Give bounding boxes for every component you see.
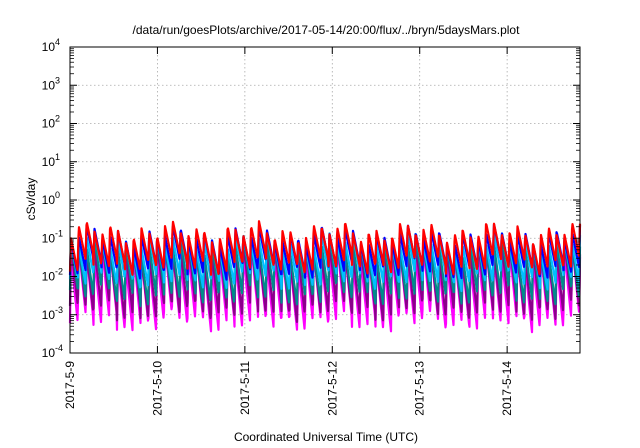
series-line xyxy=(68,220,582,276)
y-tick-exponent: -3 xyxy=(55,305,63,315)
y-axis-label: cSv/day xyxy=(24,178,38,221)
y-tick-exponent: 2 xyxy=(55,114,60,124)
y-tick-label: 10 xyxy=(42,78,56,92)
y-tick-exponent: -1 xyxy=(55,228,63,238)
series-line xyxy=(68,240,582,323)
y-tick-label: 10 xyxy=(42,270,56,284)
series-line xyxy=(68,229,582,293)
x-tick-label: 2017-5-13 xyxy=(413,361,427,416)
y-tick-exponent: -4 xyxy=(55,343,63,353)
y-tick-label: 10 xyxy=(42,308,56,322)
x-tick-label: 2017-5-11 xyxy=(238,361,252,415)
y-tick-label: 10 xyxy=(42,193,56,207)
x-tick-label: 2017-5-10 xyxy=(150,361,164,416)
y-tick-exponent: 0 xyxy=(55,190,60,200)
y-tick-label: 10 xyxy=(42,346,56,360)
x-tick-label: 2017-5-12 xyxy=(325,361,339,416)
y-tick-label: 10 xyxy=(42,117,56,131)
y-tick-exponent: -2 xyxy=(55,267,63,277)
x-axis-label: Coordinated Universal Time (UTC) xyxy=(234,430,418,444)
series-line xyxy=(68,233,582,308)
x-tick-label: 2017-5-9 xyxy=(63,361,77,409)
y-tick-exponent: 3 xyxy=(55,75,60,85)
y-tick-label: 10 xyxy=(42,155,56,169)
y-tick-label: 10 xyxy=(42,40,56,54)
series-lines xyxy=(68,220,582,334)
x-tick-label: 2017-5-14 xyxy=(500,361,514,416)
y-tick-exponent: 4 xyxy=(55,37,60,47)
y-tick-exponent: 1 xyxy=(55,152,60,162)
y-tick-label: 10 xyxy=(42,231,56,245)
chart-title: /data/run/goesPlots/archive/2017-05-14/2… xyxy=(133,23,521,37)
